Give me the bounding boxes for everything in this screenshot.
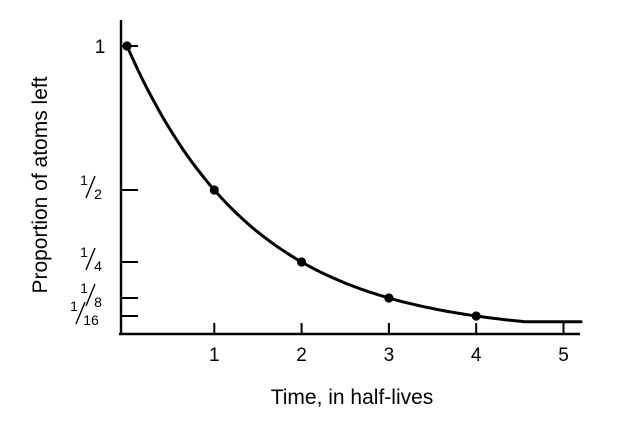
y-tick-label-numerator: 1 [80,172,88,188]
y-tick-label-denominator: 16 [83,312,99,328]
y-tick-label-slash [75,301,86,325]
data-point [209,185,219,195]
y-tick-label: 1 16 [70,298,99,328]
x-tick-label: 3 [384,345,395,366]
x-ticks: 1 2 3 4 5 [209,323,569,366]
axes [119,20,580,336]
x-tick-label: 2 [296,345,307,366]
y-tick-label: 18 [80,280,102,310]
y-tick-label-slash [85,247,96,271]
y-tick-label-numerator: 1 [80,244,88,260]
y-tick-label-slash [85,175,96,199]
y-tick-label-numerator: 1 [70,298,78,314]
data-point [297,257,307,267]
decay-curve [125,44,583,324]
x-tick-label: 5 [558,345,569,366]
y-tick-label: 1 [95,37,106,58]
data-point [471,311,481,321]
x-axis-title: Time, in half-lives [271,386,434,409]
y-tick-label: 12 [80,172,102,202]
x-tick-label: 4 [471,345,482,366]
y-tick-label: 14 [80,244,102,274]
y-tick-label-slash [85,283,96,307]
y-tick-label-denominator: 2 [94,186,102,202]
data-points [122,41,481,321]
y-tick-label-denominator: 4 [94,258,102,274]
data-point [384,293,394,303]
data-point [122,41,132,51]
y-tick-label-denominator: 8 [94,294,102,310]
y-tick-label-numerator: 1 [80,280,88,296]
y-axis-title: Proportion of atoms left [29,76,52,293]
x-tick-label: 1 [209,345,220,366]
